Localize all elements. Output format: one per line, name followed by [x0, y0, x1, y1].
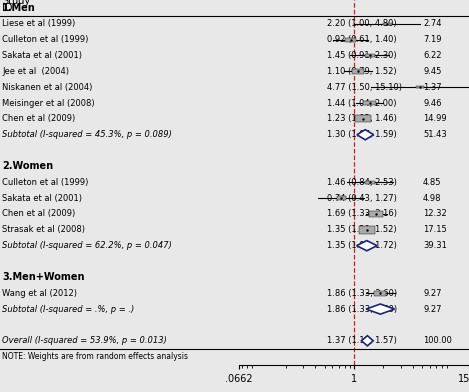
Text: 100.00: 100.00: [423, 336, 452, 345]
Text: 4.98: 4.98: [423, 194, 441, 203]
Text: 2.20 (1.00, 4.80): 2.20 (1.00, 4.80): [326, 19, 396, 28]
FancyBboxPatch shape: [358, 226, 375, 234]
Polygon shape: [357, 130, 374, 140]
FancyBboxPatch shape: [337, 196, 346, 200]
Text: 1.46 (0.84, 2.53): 1.46 (0.84, 2.53): [326, 178, 396, 187]
Text: Liese et al (1999): Liese et al (1999): [2, 19, 76, 28]
Text: 9.27: 9.27: [423, 289, 441, 298]
Text: Jee et al  (2004): Jee et al (2004): [2, 67, 69, 76]
Text: 1.69 (1.33, 2.16): 1.69 (1.33, 2.16): [326, 209, 396, 218]
Text: 51.43: 51.43: [423, 130, 447, 139]
FancyBboxPatch shape: [345, 38, 356, 42]
Text: 1.86 (1.33, 2.60): 1.86 (1.33, 2.60): [326, 289, 397, 298]
FancyBboxPatch shape: [370, 211, 383, 217]
Text: 4.85: 4.85: [423, 178, 441, 187]
Text: 3.Men+Women: 3.Men+Women: [2, 272, 85, 282]
FancyBboxPatch shape: [416, 86, 424, 88]
Text: 9.46: 9.46: [423, 98, 441, 107]
Text: Sakata et al (2001): Sakata et al (2001): [2, 51, 83, 60]
Text: 1.23 (1.03, 1.46): 1.23 (1.03, 1.46): [326, 114, 396, 123]
FancyBboxPatch shape: [383, 22, 392, 25]
Text: Strasak et al (2008): Strasak et al (2008): [2, 225, 85, 234]
Text: 4.77 (1.50, 15.10): 4.77 (1.50, 15.10): [326, 83, 401, 92]
Text: ID: ID: [2, 3, 13, 13]
Text: 9.45: 9.45: [423, 67, 441, 76]
Text: Culleton et al (1999): Culleton et al (1999): [2, 35, 89, 44]
Text: 2.Women: 2.Women: [2, 162, 53, 171]
Text: 39.31: 39.31: [423, 241, 447, 250]
Text: 1.37: 1.37: [423, 83, 442, 92]
Text: 14.99: 14.99: [423, 114, 446, 123]
FancyBboxPatch shape: [365, 181, 375, 184]
Text: Study: Study: [2, 0, 30, 6]
Text: Chen et al (2009): Chen et al (2009): [2, 209, 76, 218]
FancyBboxPatch shape: [352, 69, 364, 74]
Text: 0.74 (0.43, 1.27): 0.74 (0.43, 1.27): [326, 194, 396, 203]
Text: 1.44 (1.04, 2.00): 1.44 (1.04, 2.00): [326, 98, 396, 107]
Text: NOTE: Weights are from random effects analysis: NOTE: Weights are from random effects an…: [2, 352, 189, 361]
FancyBboxPatch shape: [355, 116, 371, 122]
Text: Chen et al (2009): Chen et al (2009): [2, 114, 76, 123]
Polygon shape: [356, 241, 377, 251]
Text: 1.10 (0.79, 1.52): 1.10 (0.79, 1.52): [326, 67, 396, 76]
Text: Sakata et al (2001): Sakata et al (2001): [2, 194, 83, 203]
FancyBboxPatch shape: [374, 291, 386, 296]
FancyBboxPatch shape: [363, 101, 376, 105]
Text: 1.35 (1.20, 1.52): 1.35 (1.20, 1.52): [326, 225, 396, 234]
Text: Subtotal (I-squared = .%, p = .): Subtotal (I-squared = .%, p = .): [2, 305, 135, 314]
Text: 1.86 (1.33, 2.60): 1.86 (1.33, 2.60): [326, 305, 397, 314]
Text: 9.27: 9.27: [423, 305, 441, 314]
Text: 1.45 (0.91, 2.30): 1.45 (0.91, 2.30): [326, 51, 396, 60]
Text: 1.Men: 1.Men: [2, 3, 36, 13]
Text: 2.74: 2.74: [423, 19, 441, 28]
Text: 1.35 (1.06, 1.72): 1.35 (1.06, 1.72): [326, 241, 396, 250]
Text: Wang et al (2012): Wang et al (2012): [2, 289, 77, 298]
Text: 17.15: 17.15: [423, 225, 447, 234]
Text: Overall (I-squared = 53.9%, p = 0.013): Overall (I-squared = 53.9%, p = 0.013): [2, 336, 167, 345]
Text: Subtotal (I-squared = 45.3%, p = 0.089): Subtotal (I-squared = 45.3%, p = 0.089): [2, 130, 172, 139]
Text: 12.32: 12.32: [423, 209, 447, 218]
Text: 6.22: 6.22: [423, 51, 441, 60]
Text: Culleton et al (1999): Culleton et al (1999): [2, 178, 89, 187]
Text: 1.37 (1.19, 1.57): 1.37 (1.19, 1.57): [326, 336, 396, 345]
Text: Meisinger et al (2008): Meisinger et al (2008): [2, 98, 95, 107]
Text: 0.92 (0.61, 1.40): 0.92 (0.61, 1.40): [326, 35, 396, 44]
Text: 7.19: 7.19: [423, 35, 441, 44]
Text: Subtotal (I-squared = 62.2%, p = 0.047): Subtotal (I-squared = 62.2%, p = 0.047): [2, 241, 172, 250]
FancyBboxPatch shape: [365, 54, 375, 57]
Text: Niskanen et al (2004): Niskanen et al (2004): [2, 83, 93, 92]
Text: 1.30 (1.07, 1.59): 1.30 (1.07, 1.59): [326, 130, 396, 139]
Polygon shape: [366, 304, 394, 314]
Polygon shape: [362, 336, 373, 346]
